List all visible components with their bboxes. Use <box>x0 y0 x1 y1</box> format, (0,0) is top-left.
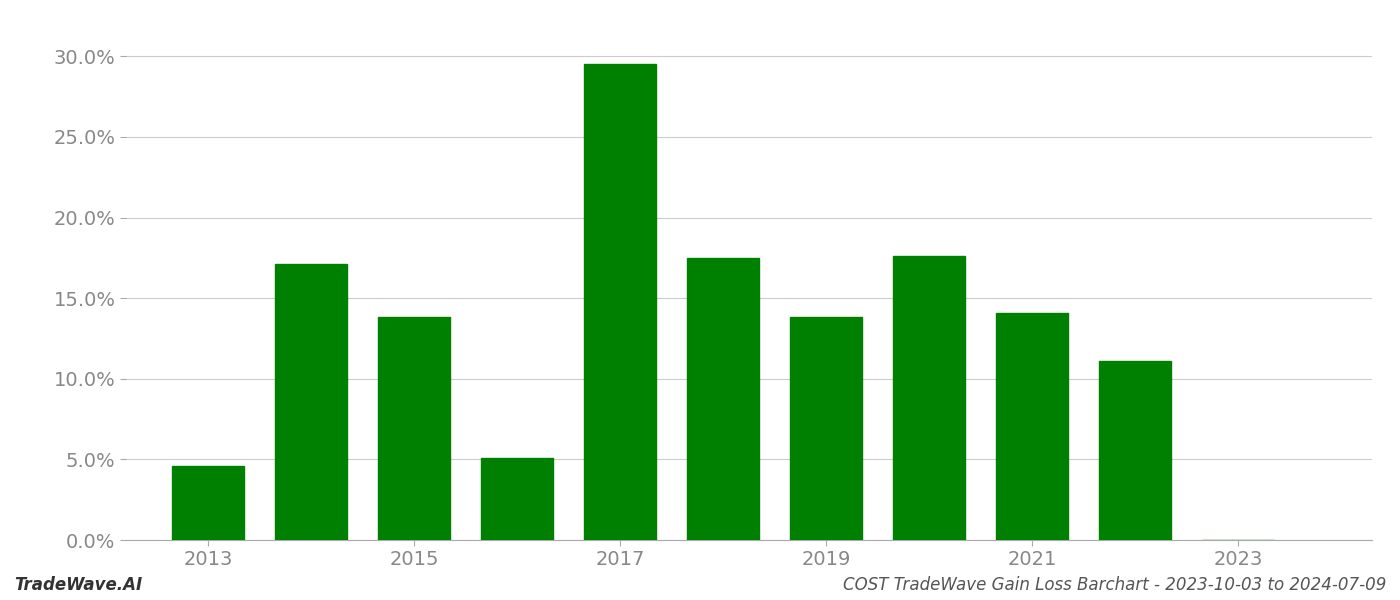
Bar <box>790 317 862 540</box>
Bar <box>378 317 451 540</box>
Bar <box>482 458 553 540</box>
Bar <box>276 264 347 540</box>
Bar <box>1099 361 1172 540</box>
Bar <box>584 64 657 540</box>
Bar <box>893 256 965 540</box>
Bar <box>997 313 1068 540</box>
Bar <box>687 258 759 540</box>
Text: COST TradeWave Gain Loss Barchart - 2023-10-03 to 2024-07-09: COST TradeWave Gain Loss Barchart - 2023… <box>843 576 1386 594</box>
Bar <box>172 466 245 540</box>
Text: TradeWave.AI: TradeWave.AI <box>14 576 143 594</box>
